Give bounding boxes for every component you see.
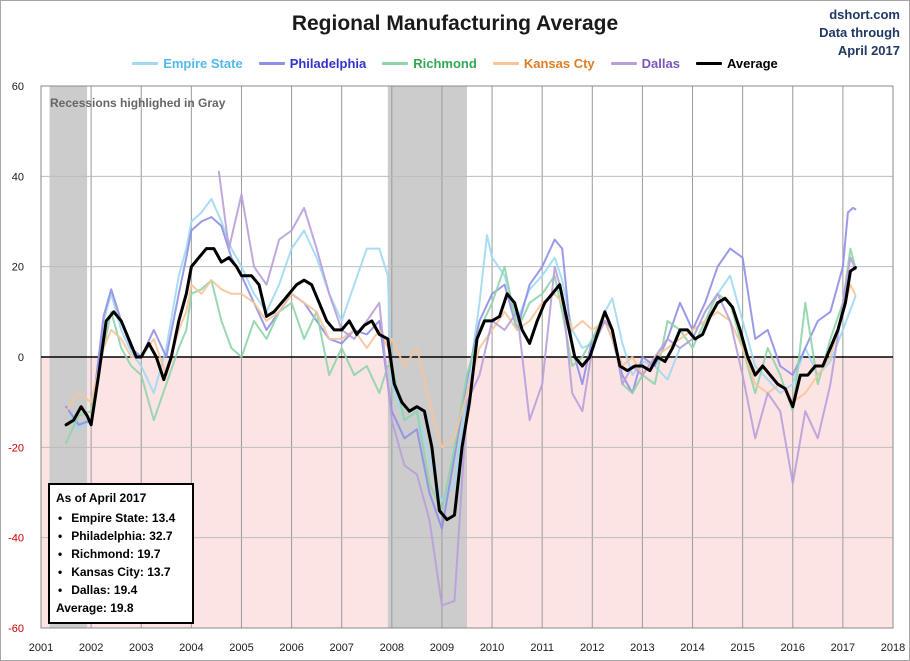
x-tick-label: 2010 bbox=[480, 642, 504, 654]
source-site: dshort.com bbox=[829, 7, 900, 22]
legend: Empire State Philadelphia Richmond Kansas C… bbox=[0, 53, 910, 73]
y-tick-label: 0 bbox=[18, 352, 24, 364]
x-tick-label: 2014 bbox=[680, 642, 704, 654]
legend-item-empire-state: Empire State bbox=[132, 53, 243, 73]
series-line-richmond bbox=[65, 247, 857, 512]
x-tick-label: 2013 bbox=[630, 642, 654, 654]
chart-title: Regional Manufacturing Average bbox=[291, 12, 619, 35]
info-item: Empire State: 13.4 bbox=[56, 509, 186, 527]
x-tick-label: 2001 bbox=[29, 642, 53, 654]
legend-label: Dallas bbox=[641, 55, 680, 71]
legend-label: Kansas Cty bbox=[523, 55, 595, 71]
x-tick-label: 2002 bbox=[79, 642, 103, 654]
source-data-through: Data through bbox=[819, 25, 900, 40]
legend-swatch bbox=[382, 61, 409, 65]
info-item: Dallas: 19.4 bbox=[56, 581, 186, 599]
series-line-average bbox=[64, 247, 857, 522]
legend-swatch bbox=[132, 61, 159, 65]
legend-item-richmond: Richmond bbox=[382, 53, 477, 73]
y-tick-label: -40 bbox=[8, 533, 24, 545]
info-item: Richmond: 19.7 bbox=[56, 545, 186, 563]
y-tick-label: -20 bbox=[8, 442, 24, 454]
legend-label: Richmond bbox=[413, 55, 477, 71]
legend-item-average: Average bbox=[695, 53, 778, 73]
legend-swatch bbox=[695, 61, 722, 65]
info-list: Empire State: 13.4 Philadelphia: 32.7 Ri… bbox=[56, 509, 186, 599]
info-item: Philadelphia: 32.7 bbox=[56, 527, 186, 545]
source-date: April 2017 bbox=[837, 43, 900, 58]
series-line-dallas bbox=[217, 170, 857, 607]
info-item: Kansas City: 13.7 bbox=[56, 563, 186, 581]
x-tick-label: 2007 bbox=[329, 642, 353, 654]
x-tick-label: 2009 bbox=[430, 642, 454, 654]
legend-item-kansas-cty: Kansas Cty bbox=[492, 53, 595, 73]
x-tick-label: 2016 bbox=[781, 642, 805, 654]
legend-item-philadelphia: Philadelphia bbox=[258, 53, 367, 73]
x-tick-label: 2018 bbox=[881, 642, 905, 654]
x-tick-label: 2017 bbox=[831, 642, 855, 654]
x-tick-label: 2004 bbox=[179, 642, 203, 654]
x-tick-label: 2011 bbox=[530, 642, 554, 654]
legend-label: Philadelphia bbox=[289, 55, 367, 71]
series-line-kansas-cty bbox=[65, 279, 857, 449]
source-note: dshort.com Data through April 2017 bbox=[819, 6, 900, 60]
latest-values-box: As of April 2017 Empire State: 13.4 Phil… bbox=[48, 483, 194, 624]
legend-swatch bbox=[492, 61, 519, 65]
y-tick-label: -60 bbox=[8, 623, 24, 635]
x-tick-label: 2006 bbox=[279, 642, 303, 654]
recession-note: Recessions highlighed in Gray bbox=[50, 96, 226, 110]
legend-label: Average bbox=[726, 55, 778, 71]
x-tick-label: 2012 bbox=[580, 642, 604, 654]
legend-label: Empire State bbox=[163, 55, 243, 71]
legend-swatch bbox=[610, 61, 637, 65]
y-tick-label: 40 bbox=[12, 171, 24, 183]
x-tick-label: 2003 bbox=[129, 642, 153, 654]
info-heading: As of April 2017 bbox=[56, 491, 147, 505]
y-tick-label: 60 bbox=[12, 81, 24, 93]
x-tick-label: 2005 bbox=[229, 642, 253, 654]
legend-item-dallas: Dallas bbox=[610, 53, 680, 73]
x-tick-label: 2008 bbox=[380, 642, 404, 654]
y-tick-label: 20 bbox=[12, 262, 24, 274]
legend-swatch bbox=[258, 61, 285, 65]
x-tick-label: 2015 bbox=[730, 642, 754, 654]
info-average: Average: 19.8 bbox=[56, 601, 134, 615]
